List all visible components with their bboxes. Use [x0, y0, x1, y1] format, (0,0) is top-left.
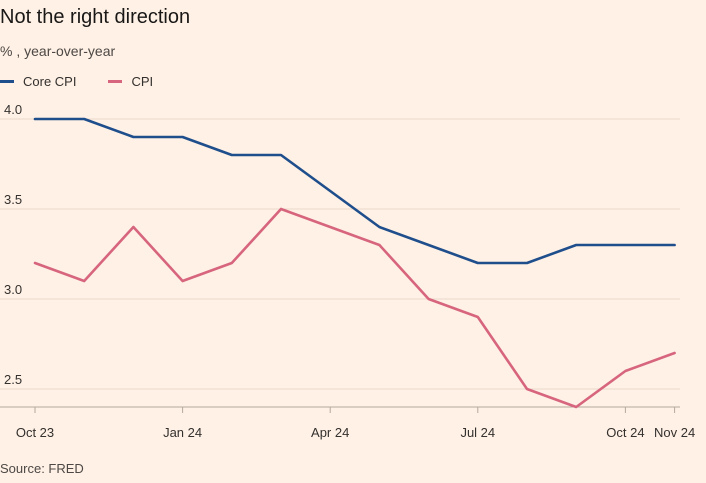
x-tick-label: Nov 24 — [654, 425, 695, 440]
x-tick-label: Jan 24 — [163, 425, 202, 440]
legend-swatch-core-cpi — [0, 80, 14, 83]
legend-swatch-cpi — [108, 80, 123, 83]
legend-label-cpi: CPI — [131, 74, 154, 89]
series-line-cpi — [33, 207, 676, 409]
series-line-core-cpi — [33, 117, 676, 265]
chart-subtitle: % , year-over-year — [0, 43, 116, 59]
x-tick-label: Apr 24 — [311, 425, 349, 440]
y-tick-label: 3.5 — [4, 192, 22, 207]
x-tick-label: Jul 24 — [460, 425, 495, 440]
legend-item-cpi: CPI — [108, 74, 153, 89]
chart-source: Source: FRED — [0, 461, 84, 476]
x-tick-label: Oct 23 — [16, 425, 54, 440]
legend-item-core-cpi: Core CPI — [0, 74, 76, 89]
chart-legend: Core CPI CPI — [0, 74, 185, 89]
y-tick-label: 4.0 — [4, 102, 22, 117]
y-tick-label: 3.0 — [4, 282, 22, 297]
chart-title: Not the right direction — [0, 6, 191, 28]
x-tick-label: Oct 24 — [606, 425, 644, 440]
y-tick-label: 2.5 — [4, 372, 22, 387]
legend-label-core-cpi: Core CPI — [23, 74, 77, 89]
